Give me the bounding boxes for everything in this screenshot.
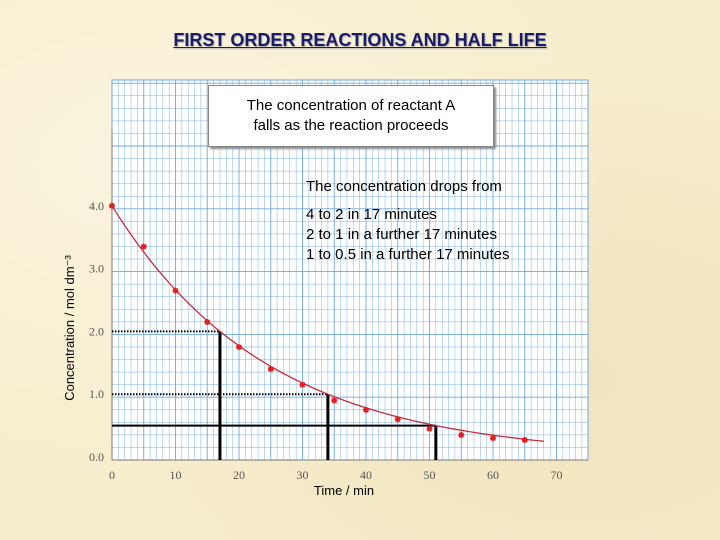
y-tick-label: 0.0 [89,450,104,464]
y-axis-label: Concentration / mol dm⁻³ [62,255,77,401]
data-point [490,435,496,442]
y-tick-label: 4.0 [89,199,104,213]
info-line-1: 4 to 2 in 17 minutes [306,206,437,223]
x-tick-label: 60 [487,468,499,482]
slide-title: FIRST ORDER REACTIONS AND HALF LIFE [173,30,547,50]
data-point [331,397,338,404]
half-life-info: The concentration drops from 4 to 2 in 1… [306,177,509,265]
data-point [299,381,306,388]
axes [111,130,588,461]
x-tick-label: 10 [170,468,182,482]
callout-box: The concentration of reactant A falls as… [208,85,494,147]
x-tick-label: 40 [360,468,372,482]
data-point [236,344,242,351]
decay-curve [111,205,544,442]
x-tick-label: 20 [233,468,245,482]
data-point [109,202,115,209]
data-points [109,202,528,444]
info-lead: The concentration drops from [306,178,502,195]
y-tick-label: 1.0 [89,387,104,401]
tick-labels: 0 10 20 30 40 50 60 70 0.0 1.0 2.0 3.0 4.0 [89,199,563,482]
data-point [204,318,211,325]
y-tick-label: 3.0 [89,262,104,276]
x-tick-label: 70 [551,468,563,482]
data-point [426,425,433,432]
info-line-3: 1 to 0.5 in a further 17 minutes [306,246,510,263]
y-tick-label: 2.0 [89,324,104,338]
data-point [140,243,147,250]
data-point [521,437,528,444]
data-point [267,366,274,373]
data-point [172,287,179,294]
callout-line-1: The concentration of reactant A [246,97,456,114]
x-axis-label: Time / min [314,483,374,498]
callout-line-2: falls as the reaction proceeds [253,117,449,134]
info-line-2: 2 to 1 in a further 17 minutes [306,226,497,243]
x-tick-label: 50 [424,468,436,482]
half-life-markers [112,330,438,460]
x-tick-label: 0 [109,468,115,482]
data-point [394,416,401,423]
data-point [363,406,369,413]
data-point [458,432,465,439]
x-tick-label: 30 [297,468,309,482]
